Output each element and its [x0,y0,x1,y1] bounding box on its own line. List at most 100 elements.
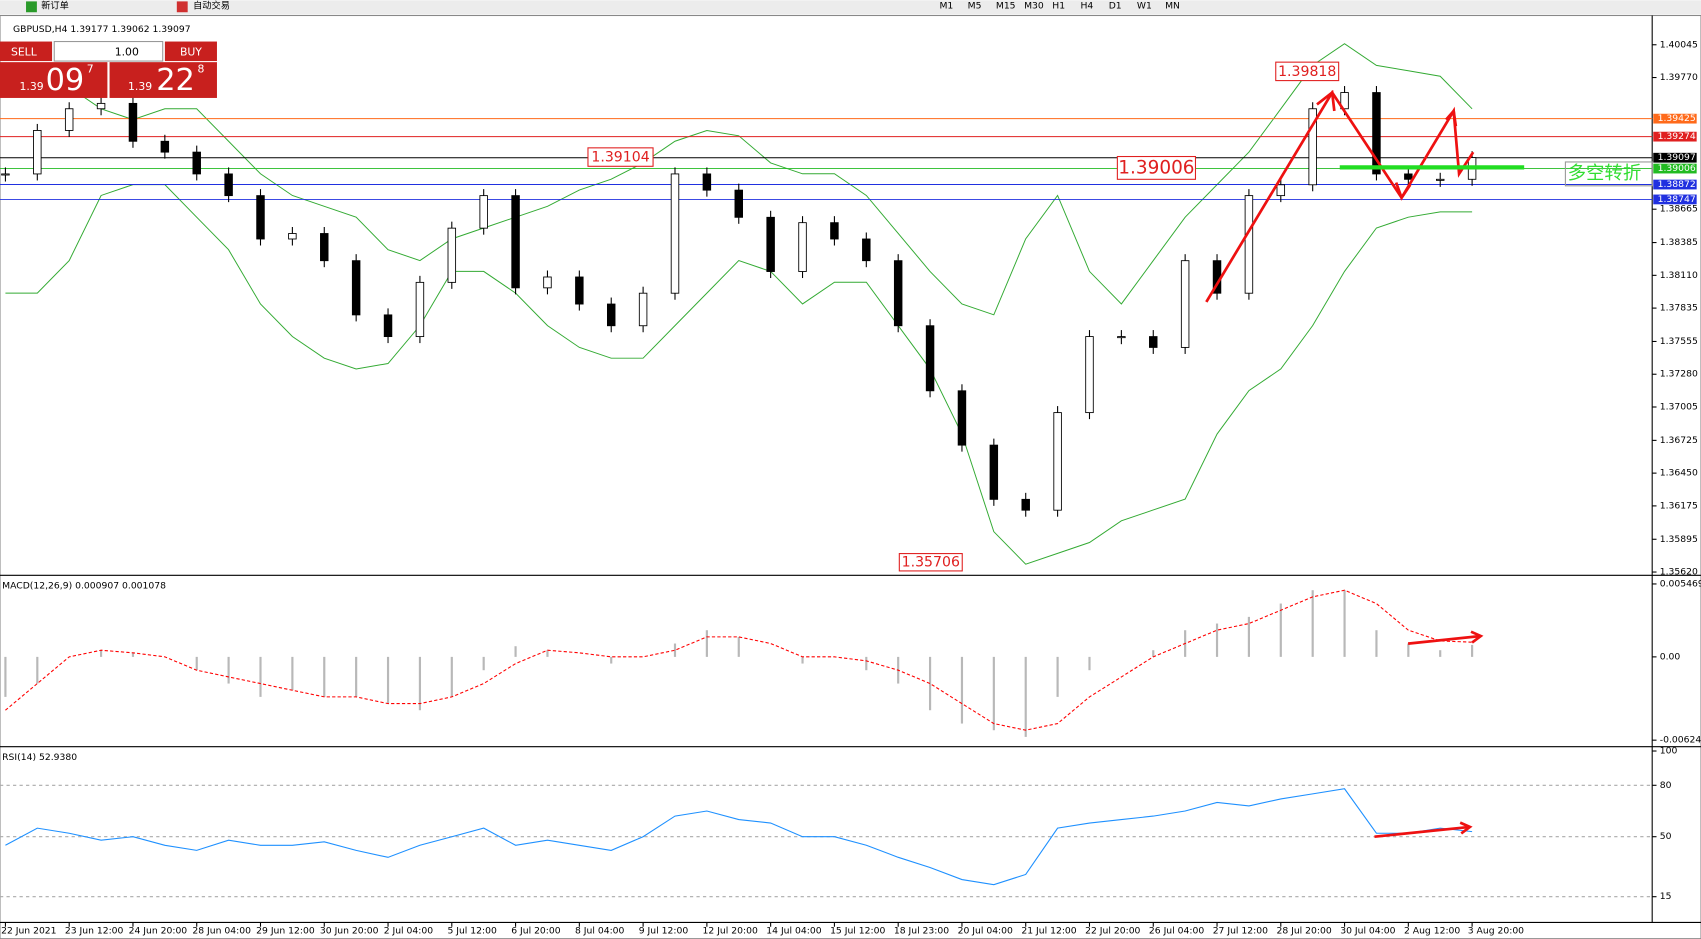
histogram-bar [928,656,932,711]
x-tick-label: 20 Jul 04:00 [958,926,1013,937]
annotation-box [587,147,654,167]
histogram-bar [992,656,995,731]
annotation-box [898,553,963,572]
bid-pips: 09 [46,63,85,98]
buy-label: BUY [180,45,202,58]
y-tick-label: 1.38110 [1660,270,1698,281]
level-box [1653,113,1697,124]
x-tick-label: 21 Jul 12:00 [1021,926,1076,937]
arrow-head [1470,630,1484,644]
x-tick-label: 5 Jul 12:00 [447,926,497,937]
candle [160,140,170,153]
x-tick-label: 27 Jul 12:00 [1213,926,1268,937]
candle [606,303,616,327]
candle [638,292,648,327]
candle [1276,184,1286,197]
histogram-bar [1471,644,1474,657]
y-tick-label: 1.36175 [1660,500,1698,511]
level-box [1653,131,1697,142]
y-tick-label: 15 [1660,891,1672,902]
arrow-head [1459,821,1473,835]
auto-trading[interactable]: 自动交易 [193,0,230,11]
annotation: 1.39006 [1118,157,1194,178]
annotation-box [1275,61,1340,82]
candle [256,195,265,240]
candle [1180,260,1190,348]
timeframe[interactable]: H1 [1052,0,1065,11]
histogram-bar [1247,616,1250,657]
x-tick-label: 15 Jul 12:00 [830,926,885,937]
histogram-bar [1279,603,1282,657]
timeframe[interactable]: W1 [1137,0,1152,11]
sell-button[interactable] [0,41,53,62]
candle [830,222,839,240]
x-tick-label: 2 Aug 12:00 [1404,926,1460,937]
timeframe[interactable]: H4 [1080,0,1093,11]
buy-button[interactable] [164,41,217,62]
chart-title: RSI(14) 52.9380 [2,752,77,763]
x-tick-label: 2 Jul 04:00 [384,926,434,937]
chart-title: GBPUSD,H4 1.39177 1.39062 1.39097 [13,24,191,35]
histogram-bar [546,650,549,657]
candle [33,130,42,175]
y-tick-label: 1.37005 [1660,401,1698,412]
timeframe[interactable]: M15 [996,0,1016,11]
candle [128,102,138,142]
timeframe[interactable]: M1 [939,0,953,11]
candle [96,102,106,110]
annotation: 1.39818 [1278,64,1336,80]
y-tick-label: 50 [1660,831,1672,842]
ask-pips: 22 [156,63,195,98]
chart-title: MACD(12,26,9) 0.000907 0.001078 [2,581,166,592]
candle [893,260,903,327]
candle [1244,195,1254,294]
level-box [1653,194,1697,205]
rsi-line [5,788,1473,886]
histogram-bar [450,656,453,697]
histogram-bar [1215,623,1219,657]
annotation-box [1116,155,1197,180]
histogram-bar [195,656,198,671]
histogram-bar [960,656,964,724]
candle [224,173,233,197]
histogram-bar [610,656,613,664]
x-tick-label: 9 Jul 12:00 [639,926,689,937]
timeframe[interactable]: M5 [968,0,982,11]
level-label: 1.39006 [1658,163,1696,174]
histogram-bar [1439,650,1442,657]
timeframe[interactable]: M30 [1024,0,1044,11]
histogram-bar [323,656,326,697]
y-tick-label: 1.37280 [1660,369,1698,380]
x-tick-label: 22 Jun 2021 [1,926,57,937]
y-tick-label: 1.40045 [1660,39,1698,50]
timeframe[interactable]: MN [1165,0,1180,11]
signal-line [5,589,1473,731]
arrow-head [1394,182,1412,201]
histogram-bar [1088,656,1091,671]
histogram-bar [1152,650,1155,657]
bid-box[interactable] [0,62,108,98]
x-tick-label: 30 Jul 04:00 [1340,926,1395,937]
y-tick-label: 1.35895 [1660,534,1698,545]
candle [862,238,871,262]
y-tick-label: -0.006245 [1660,735,1701,746]
candle [1149,336,1158,348]
x-tick-label: 3 Aug 20:00 [1468,926,1524,937]
histogram-bar [1375,630,1378,657]
histogram-bar [386,656,390,704]
ask-box[interactable] [109,62,217,98]
histogram-bar [259,656,262,697]
new-order[interactable]: 新订单 [41,0,69,11]
histogram-bar [737,636,740,657]
sell-label: SELL [11,45,37,58]
lot-input[interactable] [53,40,164,62]
candle [351,260,361,316]
x-tick-label: 23 Jun 12:00 [65,926,124,937]
timeframe[interactable]: D1 [1109,0,1122,11]
level-label: 1.39425 [1658,113,1696,124]
level-box [1653,179,1697,190]
y-tick-label: 1.38385 [1660,237,1698,248]
